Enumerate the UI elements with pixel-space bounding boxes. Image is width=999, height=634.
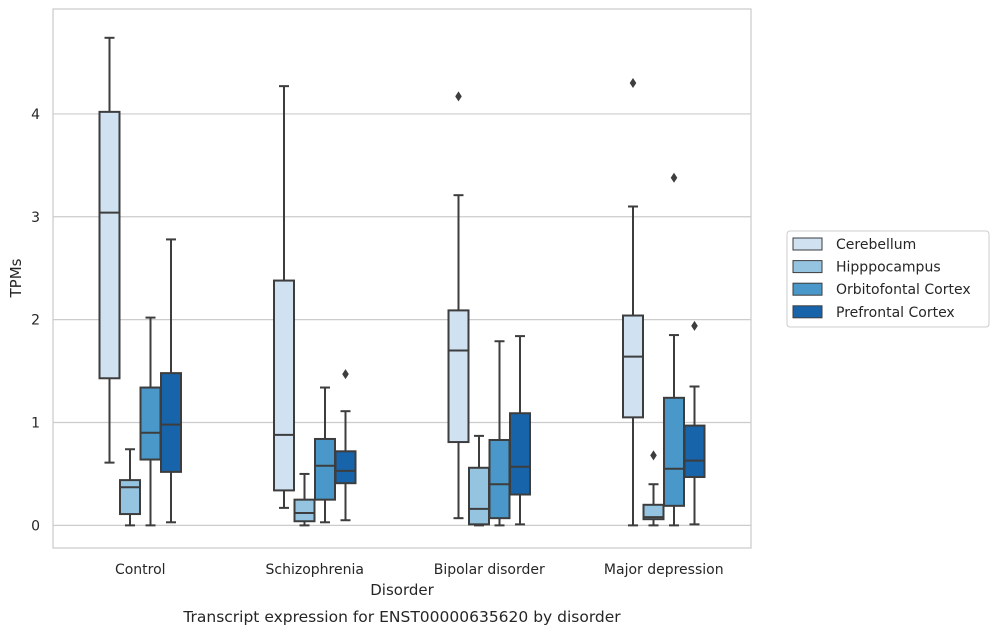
- x-axis: Control Schizophrenia Bipolar disorder Majo…: [115, 562, 724, 578]
- outlier-point: [691, 320, 698, 331]
- box-group: [488, 340, 511, 527]
- x-tick-label: Control: [115, 562, 166, 578]
- legend-label: Cerebellum: [836, 237, 916, 253]
- x-axis-label: Disorder: [370, 581, 434, 599]
- box: [622, 314, 644, 419]
- legend: Cerebellum Hipppocampus Orbitofontal Corte…: [786, 230, 990, 328]
- plot-frame: [52, 8, 752, 549]
- x-tick-label: Bipolar disorder: [434, 562, 545, 578]
- box: [642, 503, 665, 521]
- legend-swatch: [792, 282, 823, 296]
- box: [447, 309, 470, 444]
- gridlines: [53, 113, 751, 526]
- box-group: [98, 36, 121, 464]
- y-tick-label: 1: [31, 416, 40, 432]
- box: [273, 279, 295, 492]
- box-group: [293, 472, 316, 527]
- box-group: [622, 78, 644, 527]
- box: [488, 438, 511, 520]
- box-series: [98, 36, 706, 527]
- box-group: [683, 320, 706, 526]
- box-group: [509, 335, 531, 526]
- outlier-point: [455, 91, 462, 102]
- y-tick-label: 3: [31, 210, 40, 226]
- y-axis-label: TPMs: [7, 258, 25, 298]
- x-tick-label: Major depression: [604, 562, 724, 578]
- box-group: [468, 434, 490, 527]
- box: [139, 386, 162, 461]
- legend-swatch: [792, 237, 823, 251]
- chart-title: Transcript expression for ENST0000063562…: [182, 608, 621, 626]
- box-group: [273, 85, 295, 509]
- box: [334, 450, 357, 485]
- box: [160, 372, 182, 473]
- box: [314, 437, 336, 501]
- legend-label: Orbitofontal Cortex: [836, 282, 971, 298]
- box: [119, 479, 141, 516]
- legend-label: Prefrontal Cortex: [836, 305, 955, 321]
- box: [663, 396, 685, 507]
- x-tick-label: Schizophrenia: [266, 562, 364, 578]
- box-group: [119, 448, 141, 527]
- box: [509, 412, 531, 496]
- box-group: [334, 369, 357, 522]
- y-axis: 0 1 2 3 4: [31, 107, 40, 534]
- box-group: [160, 238, 182, 524]
- box-group: [139, 316, 162, 527]
- box-group: [314, 386, 336, 524]
- legend-swatch: [792, 260, 823, 274]
- box-group: [447, 91, 470, 520]
- y-tick-label: 2: [31, 313, 40, 329]
- y-tick-label: 4: [31, 107, 40, 123]
- box: [468, 466, 490, 526]
- outlier-point: [629, 78, 637, 89]
- legend-label: Hipppocampus: [836, 260, 941, 276]
- outlier-point: [670, 172, 678, 183]
- outlier-point: [650, 450, 657, 461]
- legend-swatch: [792, 305, 823, 319]
- box-group: [663, 172, 685, 527]
- box: [293, 498, 316, 523]
- box-group: [642, 450, 665, 527]
- legend-frame: [786, 230, 990, 328]
- box: [98, 110, 121, 380]
- y-tick-label: 0: [31, 518, 40, 534]
- outlier-point: [342, 369, 349, 380]
- box: [683, 424, 706, 479]
